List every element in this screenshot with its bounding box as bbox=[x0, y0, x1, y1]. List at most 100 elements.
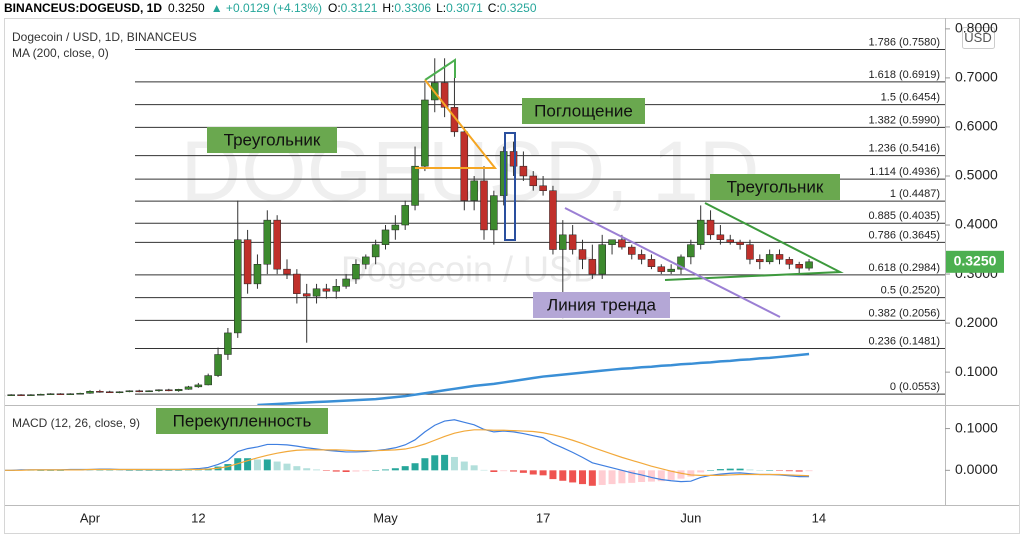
currency[interactable]: USD bbox=[964, 30, 991, 45]
histogram-bar bbox=[322, 470, 330, 471]
histogram-bar bbox=[382, 469, 389, 471]
histogram-bar bbox=[549, 470, 557, 480]
y-tick-label: 0.6000 bbox=[955, 118, 998, 134]
candle-body bbox=[332, 286, 340, 292]
histogram-bar bbox=[165, 470, 173, 471]
price-label-box bbox=[946, 250, 1004, 273]
histogram-bar bbox=[500, 470, 508, 472]
histogram-bar bbox=[677, 470, 685, 479]
triangle-top bbox=[424, 58, 456, 81]
change: ▲ +0.0129 (+4.13%) bbox=[211, 1, 322, 15]
symbol: BINANCEUS:DOGEUSD, 1D bbox=[4, 1, 162, 15]
candle-body bbox=[381, 229, 390, 245]
candle-body bbox=[647, 259, 656, 267]
histogram-bar bbox=[175, 470, 183, 471]
histogram-bar bbox=[313, 469, 321, 471]
histogram-bar bbox=[805, 470, 813, 472]
annotations: Треугольник Поглощение Треугольник Линия тр… bbox=[156, 98, 840, 434]
candle-body bbox=[46, 393, 55, 395]
candle-body bbox=[490, 195, 498, 231]
frame bbox=[4, 18, 1020, 534]
candle-body bbox=[765, 254, 774, 263]
candle-body bbox=[174, 389, 183, 392]
fib-label: 0.382 (0.2056) bbox=[868, 307, 940, 319]
candle-body bbox=[706, 219, 715, 236]
fib-label: 1.786 (0.7580) bbox=[868, 36, 940, 48]
candle-body bbox=[411, 165, 419, 206]
histogram-bar bbox=[411, 463, 419, 471]
histogram-bar bbox=[116, 470, 124, 471]
fib-label: 1.236 (0.5416) bbox=[868, 142, 940, 154]
candle-body bbox=[687, 244, 695, 258]
histogram-bar bbox=[756, 470, 764, 471]
histogram-bar bbox=[657, 470, 665, 482]
histogram-bar bbox=[421, 458, 429, 471]
candle-body bbox=[529, 175, 537, 187]
histogram-bar bbox=[450, 456, 458, 471]
annotation: Поглощение bbox=[534, 101, 633, 120]
histogram-bar bbox=[224, 464, 232, 471]
candle-body bbox=[37, 393, 45, 396]
candle-body bbox=[726, 239, 734, 243]
y-tick-label: 0.7000 bbox=[955, 69, 998, 85]
watermark-name: Dogecoin / USD bbox=[341, 249, 599, 290]
histogram-bar bbox=[283, 463, 291, 471]
histogram-bar bbox=[106, 469, 114, 471]
histogram-bar bbox=[588, 470, 596, 486]
signal-line bbox=[5, 429, 810, 477]
candle-body bbox=[795, 264, 803, 269]
histogram-bar bbox=[56, 470, 64, 471]
candle-body bbox=[391, 224, 400, 231]
low-label: L: bbox=[436, 1, 446, 15]
histogram-bar bbox=[391, 468, 399, 471]
histogram-bar bbox=[372, 470, 380, 471]
macd-y-tick-label: 0.1000 bbox=[955, 419, 998, 435]
histogram-bar bbox=[47, 470, 55, 471]
fib-label: 0.236 (0.1481) bbox=[868, 335, 940, 347]
candle-body bbox=[598, 244, 606, 275]
candle-body bbox=[746, 244, 754, 260]
candle-body bbox=[628, 246, 636, 255]
candle-body bbox=[86, 391, 94, 394]
histogram-bar bbox=[667, 470, 675, 480]
fib-label: 1.114 (0.4936) bbox=[869, 166, 940, 178]
histogram-bar bbox=[155, 470, 163, 471]
histogram-bar bbox=[785, 470, 793, 472]
annotation-box bbox=[156, 408, 328, 434]
candle-body bbox=[322, 288, 331, 292]
open-label: O: bbox=[328, 1, 341, 15]
header: BINANCEUS:DOGEUSD, 1D 0.3250 ▲ +0.0129 (+4… bbox=[4, 1, 537, 15]
histogram-bar bbox=[441, 454, 449, 471]
fib-label: 0.618 (0.2984) bbox=[868, 262, 940, 274]
candle-body bbox=[470, 180, 478, 201]
histogram-bar bbox=[263, 459, 271, 471]
candle-body bbox=[224, 332, 232, 355]
candle-body bbox=[204, 375, 212, 386]
candle-body bbox=[509, 151, 518, 167]
histogram-bar bbox=[86, 470, 94, 471]
candle-body bbox=[145, 390, 153, 393]
y-tick-label: 0.4000 bbox=[955, 216, 998, 232]
candle-body bbox=[637, 254, 646, 260]
histogram-bar bbox=[638, 470, 646, 483]
histogram-bar bbox=[135, 470, 143, 471]
fib-label: 0.786 (0.3645) bbox=[868, 229, 940, 241]
histogram-bar bbox=[716, 469, 724, 471]
candle-body bbox=[716, 234, 725, 240]
candle-body bbox=[499, 151, 508, 196]
candle-body bbox=[283, 268, 291, 275]
histogram-bar bbox=[253, 459, 261, 471]
candle-body bbox=[736, 241, 744, 245]
histogram-bar bbox=[569, 470, 577, 483]
candle-body bbox=[421, 99, 429, 167]
fib-label: 0.885 (0.4035) bbox=[868, 210, 940, 222]
currency-button[interactable] bbox=[962, 27, 995, 49]
histogram-bar bbox=[766, 470, 774, 471]
candle-body bbox=[76, 392, 84, 395]
close-value: 0.3250 bbox=[500, 1, 537, 15]
fib-label: 1.382 (0.5990) bbox=[868, 114, 940, 126]
candle-body bbox=[96, 391, 104, 393]
macd-y-tick-label: 0.0000 bbox=[955, 461, 998, 477]
macd-legend: MACD (12, 26, close, 9) bbox=[12, 416, 140, 430]
histogram-bar bbox=[608, 470, 616, 485]
